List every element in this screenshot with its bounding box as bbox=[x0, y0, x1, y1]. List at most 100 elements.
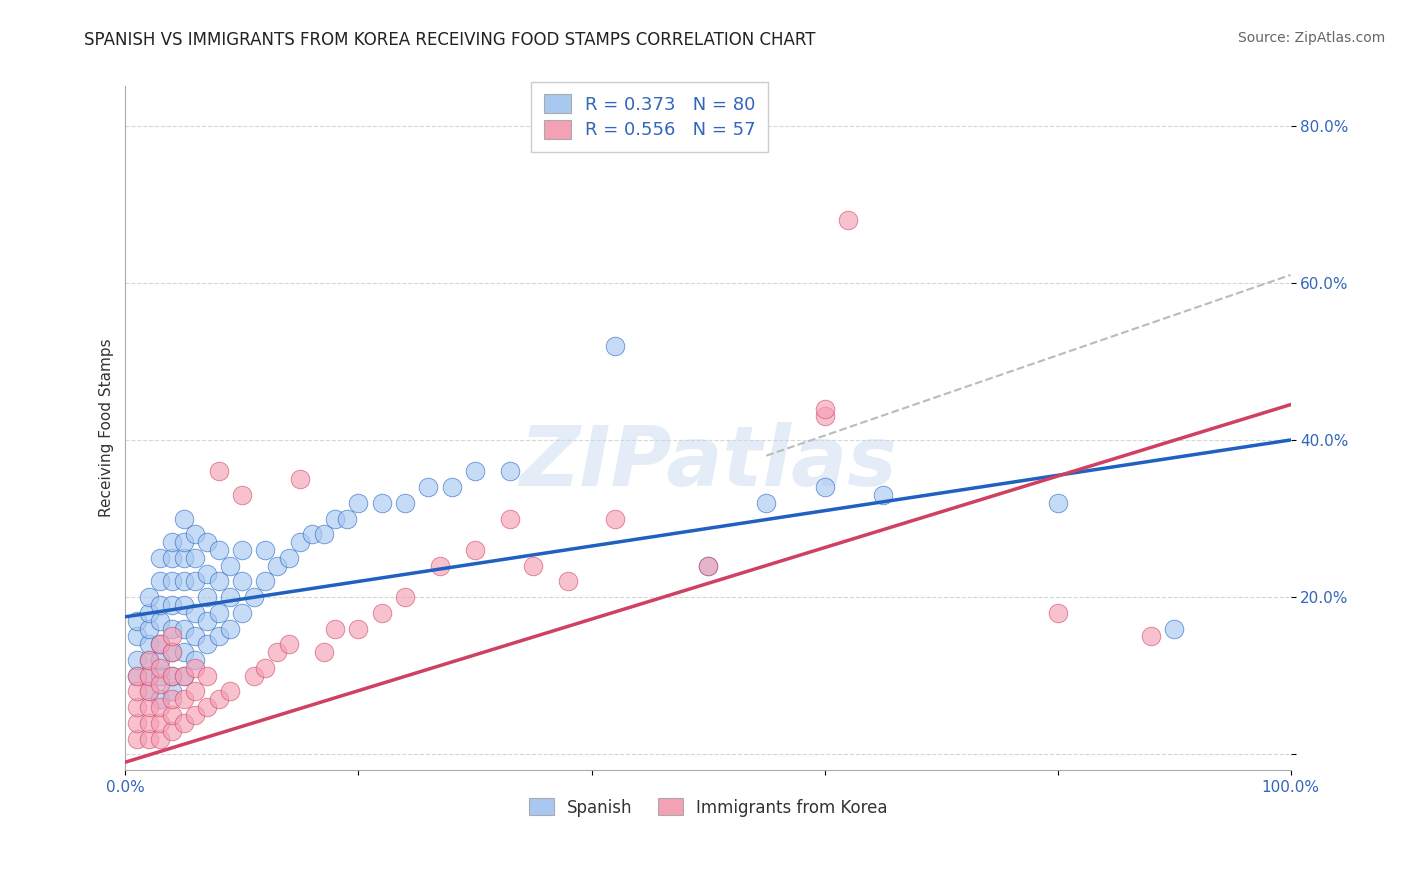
Point bbox=[160, 645, 183, 659]
Point bbox=[266, 558, 288, 573]
Point bbox=[1046, 496, 1069, 510]
Point bbox=[418, 480, 440, 494]
Point bbox=[336, 511, 359, 525]
Text: Source: ZipAtlas.com: Source: ZipAtlas.com bbox=[1237, 31, 1385, 45]
Point bbox=[323, 511, 346, 525]
Point bbox=[173, 511, 195, 525]
Point bbox=[149, 731, 172, 746]
Point bbox=[127, 669, 149, 683]
Point bbox=[755, 496, 778, 510]
Point bbox=[837, 213, 859, 227]
Point bbox=[149, 661, 172, 675]
Point bbox=[1163, 622, 1185, 636]
Point bbox=[1046, 606, 1069, 620]
Point bbox=[173, 574, 195, 589]
Point bbox=[149, 676, 172, 690]
Point bbox=[160, 708, 183, 723]
Point bbox=[208, 574, 231, 589]
Point bbox=[195, 669, 218, 683]
Point bbox=[138, 700, 160, 714]
Point bbox=[231, 543, 253, 558]
Point bbox=[312, 645, 335, 659]
Point bbox=[160, 723, 183, 738]
Point bbox=[160, 574, 183, 589]
Point bbox=[464, 543, 486, 558]
Point bbox=[149, 653, 172, 667]
Point bbox=[231, 606, 253, 620]
Point bbox=[208, 464, 231, 478]
Point bbox=[173, 645, 195, 659]
Point bbox=[149, 669, 172, 683]
Point bbox=[603, 511, 626, 525]
Point bbox=[184, 606, 207, 620]
Point bbox=[499, 511, 522, 525]
Point bbox=[872, 488, 894, 502]
Point bbox=[149, 598, 172, 612]
Point bbox=[127, 684, 149, 698]
Point bbox=[242, 590, 264, 604]
Point bbox=[149, 715, 172, 730]
Point bbox=[160, 622, 183, 636]
Point bbox=[323, 622, 346, 636]
Point bbox=[813, 409, 835, 424]
Point bbox=[149, 700, 172, 714]
Point bbox=[394, 590, 416, 604]
Point bbox=[195, 614, 218, 628]
Point bbox=[290, 535, 312, 549]
Point bbox=[301, 527, 323, 541]
Point bbox=[208, 692, 231, 706]
Point bbox=[138, 653, 160, 667]
Point bbox=[173, 598, 195, 612]
Point bbox=[184, 708, 207, 723]
Point bbox=[231, 574, 253, 589]
Point bbox=[254, 543, 277, 558]
Point bbox=[127, 669, 149, 683]
Point bbox=[312, 527, 335, 541]
Point bbox=[160, 669, 183, 683]
Point bbox=[160, 645, 183, 659]
Point bbox=[160, 598, 183, 612]
Point bbox=[138, 731, 160, 746]
Point bbox=[173, 550, 195, 565]
Point bbox=[277, 550, 299, 565]
Point bbox=[160, 669, 183, 683]
Point bbox=[499, 464, 522, 478]
Point bbox=[813, 480, 835, 494]
Point bbox=[138, 637, 160, 651]
Point bbox=[138, 684, 160, 698]
Point bbox=[231, 488, 253, 502]
Point bbox=[195, 590, 218, 604]
Point bbox=[138, 653, 160, 667]
Point bbox=[138, 622, 160, 636]
Point bbox=[697, 558, 720, 573]
Point bbox=[184, 684, 207, 698]
Point bbox=[138, 715, 160, 730]
Y-axis label: Receiving Food Stamps: Receiving Food Stamps bbox=[100, 339, 114, 517]
Point bbox=[149, 550, 172, 565]
Point bbox=[813, 401, 835, 416]
Point bbox=[138, 669, 160, 683]
Point bbox=[277, 637, 299, 651]
Point bbox=[149, 637, 172, 651]
Point bbox=[429, 558, 451, 573]
Point bbox=[1139, 629, 1161, 643]
Point bbox=[149, 614, 172, 628]
Point bbox=[160, 550, 183, 565]
Point bbox=[371, 606, 394, 620]
Point bbox=[440, 480, 463, 494]
Point bbox=[219, 622, 242, 636]
Point bbox=[184, 661, 207, 675]
Point bbox=[127, 700, 149, 714]
Point bbox=[371, 496, 394, 510]
Point bbox=[127, 715, 149, 730]
Point bbox=[173, 669, 195, 683]
Point bbox=[394, 496, 416, 510]
Point bbox=[149, 692, 172, 706]
Point bbox=[208, 606, 231, 620]
Point bbox=[173, 715, 195, 730]
Point bbox=[603, 339, 626, 353]
Point bbox=[219, 684, 242, 698]
Text: ZIPatlas: ZIPatlas bbox=[519, 422, 897, 503]
Point bbox=[173, 669, 195, 683]
Point bbox=[195, 566, 218, 581]
